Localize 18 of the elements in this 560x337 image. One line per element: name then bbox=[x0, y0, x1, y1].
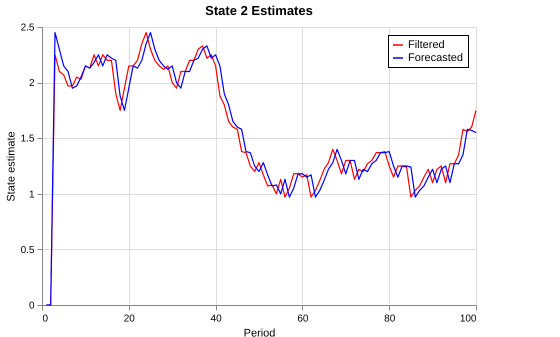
x-tick-label: 20 bbox=[124, 314, 136, 324]
x-tick-label: 80 bbox=[384, 314, 396, 324]
x-tick-label: 100 bbox=[460, 314, 477, 324]
y-tick-label: 0.5 bbox=[20, 244, 35, 256]
x-tick-label: 60 bbox=[297, 314, 309, 324]
y-tick-label: 2.5 bbox=[20, 22, 35, 34]
y-tick-label: 2 bbox=[28, 78, 35, 90]
x-axis-title: Period bbox=[244, 328, 276, 337]
legend-label: Forecasted bbox=[408, 52, 464, 64]
line-series bbox=[46, 32, 477, 306]
y-tick-label: 0 bbox=[28, 300, 35, 312]
y-axis-title: State estimate bbox=[6, 131, 18, 202]
chart-title: State 2 Estimates bbox=[205, 3, 313, 18]
y-tick-label: 1 bbox=[28, 189, 35, 200]
x-tick-label: 0 bbox=[42, 314, 48, 324]
x-tick-label: 40 bbox=[210, 314, 222, 324]
y-tick-label: 1.5 bbox=[20, 134, 35, 145]
legend-label: Filtered bbox=[408, 39, 445, 51]
